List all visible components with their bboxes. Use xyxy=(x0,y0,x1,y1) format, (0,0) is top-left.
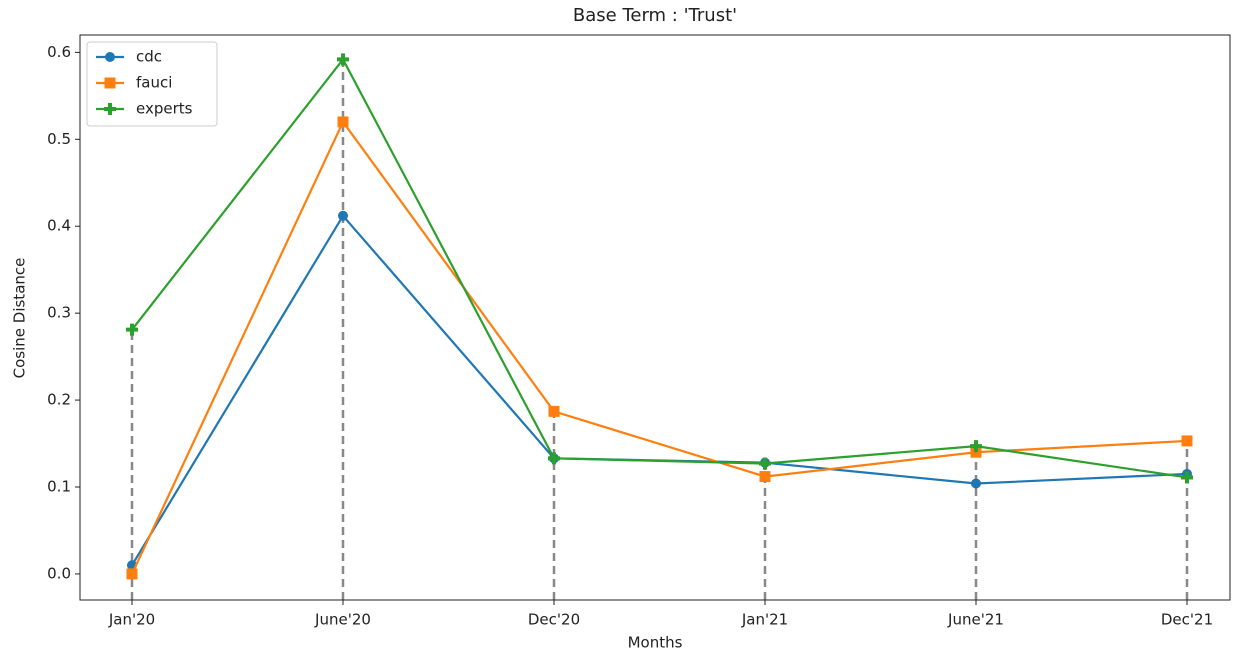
y-tick-label: 0.6 xyxy=(47,43,71,61)
marker xyxy=(759,471,771,483)
series-line xyxy=(131,213,1188,566)
y-tick-label: 0.2 xyxy=(47,391,71,409)
y-tick-label: 0.0 xyxy=(47,564,71,582)
marker xyxy=(337,116,349,128)
x-axis-label: Months xyxy=(628,634,683,652)
x-tick-label: June'21 xyxy=(947,611,1004,629)
marker xyxy=(548,405,560,417)
y-tick-label: 0.1 xyxy=(47,478,71,496)
y-tick-label: 0.3 xyxy=(47,304,71,322)
legend: cdc fauci experts xyxy=(86,41,218,127)
marker xyxy=(1181,471,1193,484)
legend-box xyxy=(86,41,218,127)
marker xyxy=(971,478,981,489)
chart-title: Base Term : 'Trust' xyxy=(573,5,737,26)
marker xyxy=(970,440,982,453)
y-tick-label: 0.4 xyxy=(47,217,71,235)
marker xyxy=(759,457,771,470)
marker xyxy=(970,446,982,458)
legend-label: cdc xyxy=(136,48,162,66)
y-axis-label: Cosine Distance xyxy=(11,258,29,379)
legend-label: experts xyxy=(136,100,193,118)
legend-label: fauci xyxy=(136,74,172,92)
series-line xyxy=(131,119,1188,575)
plot-frame xyxy=(79,34,1231,601)
marker xyxy=(548,452,560,465)
y-tick-label: 0.5 xyxy=(47,130,71,148)
marker xyxy=(104,103,116,115)
marker xyxy=(126,323,138,336)
x-tick-label: Jan'21 xyxy=(741,611,788,629)
marker xyxy=(105,52,115,62)
marker xyxy=(1181,435,1193,447)
x-tick-label: June'20 xyxy=(314,611,371,629)
x-tick-label: Jan'20 xyxy=(108,611,155,629)
marker xyxy=(104,77,116,89)
marker xyxy=(337,53,349,66)
series-line xyxy=(131,57,1188,479)
x-tick-label: Dec'20 xyxy=(528,611,580,629)
x-tick-label: Dec'21 xyxy=(1161,611,1213,629)
marker xyxy=(338,210,348,221)
marker xyxy=(126,568,138,580)
